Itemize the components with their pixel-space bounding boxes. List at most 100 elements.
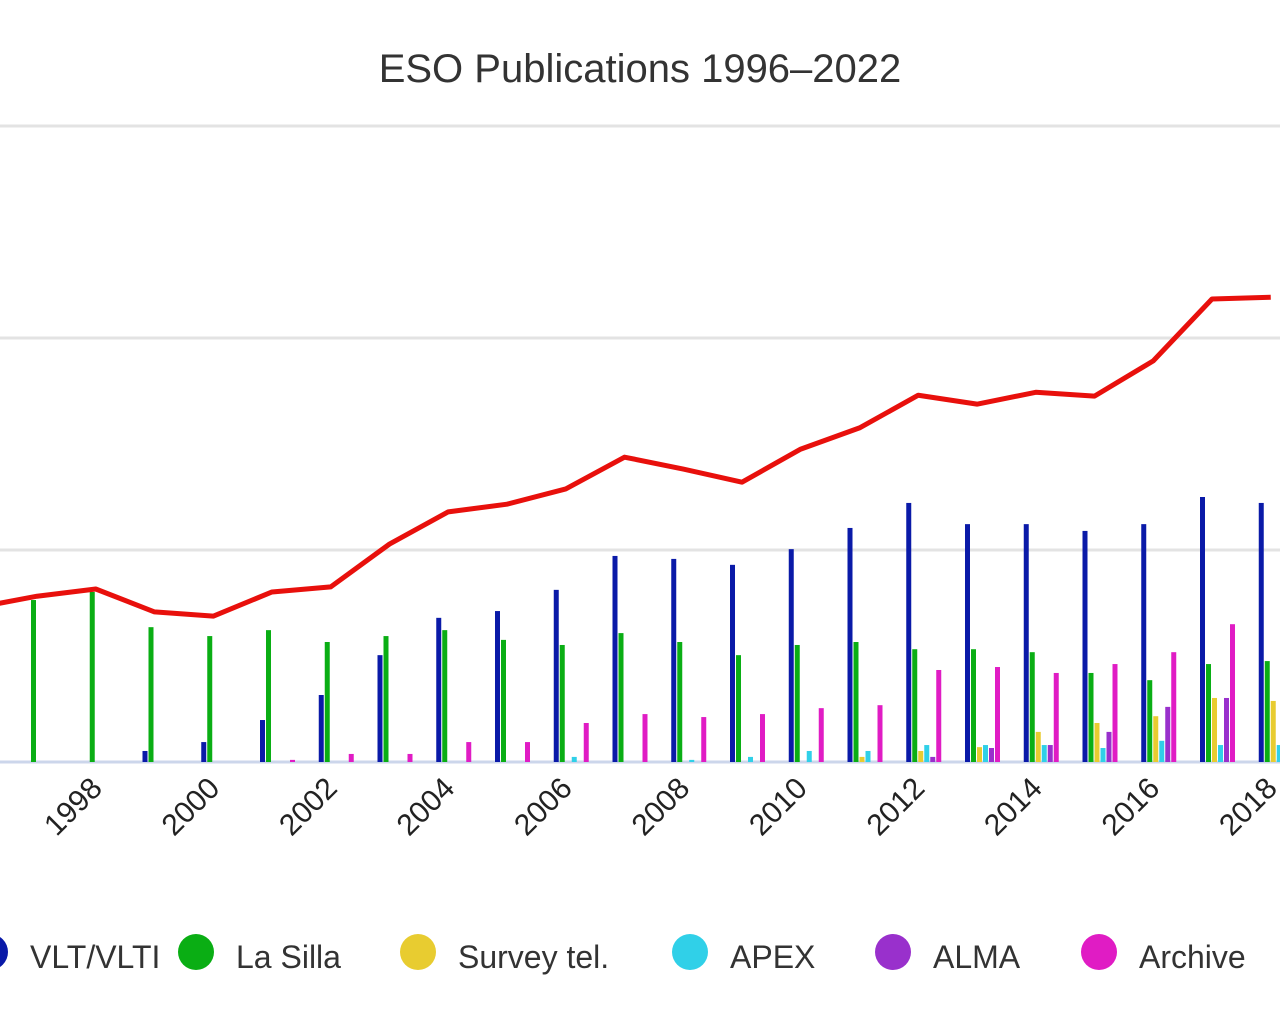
bar-alma-2012[interactable]	[930, 756, 936, 762]
bar-vlt-vlti-2009[interactable]	[730, 564, 735, 762]
bar-archive-2014[interactable]	[1053, 672, 1059, 762]
bar-archive-2016[interactable]	[1171, 652, 1177, 762]
bar-alma-2014[interactable]	[1047, 745, 1053, 762]
bar-la-silla-2007[interactable]	[618, 633, 624, 762]
bar-la-silla-2005[interactable]	[501, 639, 506, 762]
bar-la-silla-2003[interactable]	[383, 636, 389, 762]
bar-la-silla-2000[interactable]	[207, 636, 213, 762]
bar-la-silla-1998[interactable]	[89, 591, 95, 762]
x-tick-label: 2016	[1096, 772, 1167, 843]
bar-archive-2015[interactable]	[1112, 664, 1118, 762]
bar-archive-2006[interactable]	[583, 722, 589, 762]
bar-archive-2003[interactable]	[407, 753, 413, 762]
bar-survey-tel--2014[interactable]	[1035, 731, 1041, 762]
legend-item-la-silla[interactable]: La Silla	[178, 934, 341, 975]
bar-apex-2010[interactable]	[806, 750, 812, 762]
bar-apex-2009[interactable]	[748, 756, 753, 762]
bar-la-silla-2018[interactable]	[1264, 661, 1270, 762]
x-tick-label: 2008	[626, 772, 697, 843]
bar-survey-tel--2016[interactable]	[1153, 716, 1159, 762]
bar-vlt-vlti-2010[interactable]	[788, 549, 794, 762]
bar-vlt-vlti-2014[interactable]	[1023, 524, 1029, 762]
bar-la-silla-2009[interactable]	[736, 655, 741, 762]
legend-marker	[0, 937, 8, 967]
bar-la-silla-2017[interactable]	[1206, 664, 1211, 762]
x-tick-label: 2012	[861, 772, 932, 843]
bar-survey-tel--2013[interactable]	[977, 747, 982, 762]
bar-apex-2015[interactable]	[1100, 748, 1106, 762]
bar-archive-2009[interactable]	[760, 714, 765, 762]
bar-la-silla-2013[interactable]	[971, 649, 976, 762]
bar-archive-2008[interactable]	[701, 717, 707, 762]
bar-vlt-vlti-2013[interactable]	[965, 524, 970, 762]
bar-vlt-vlti-2017[interactable]	[1200, 497, 1205, 762]
bar-la-silla-2008[interactable]	[677, 642, 683, 762]
bar-apex-2017[interactable]	[1218, 745, 1223, 762]
bar-survey-tel--2012[interactable]	[918, 750, 924, 762]
legend-item-survey-tel-[interactable]: Survey tel.	[400, 934, 609, 975]
bar-apex-2018[interactable]	[1276, 745, 1280, 762]
bar-alma-2015[interactable]	[1106, 731, 1112, 762]
legend-item-alma[interactable]: ALMA	[875, 934, 1021, 975]
bar-la-silla-2002[interactable]	[324, 642, 330, 762]
legend-marker	[1081, 934, 1117, 970]
legend-item-archive[interactable]: Archive	[1081, 934, 1246, 975]
bar-apex-2013[interactable]	[983, 745, 988, 762]
bar-vlt-vlti-2005[interactable]	[495, 611, 500, 762]
bar-archive-2012[interactable]	[936, 669, 942, 762]
bar-la-silla-2001[interactable]	[266, 630, 271, 762]
bar-vlt-vlti-2015[interactable]	[1082, 530, 1088, 762]
bar-survey-tel--2018[interactable]	[1270, 700, 1276, 762]
bar-apex-2014[interactable]	[1041, 745, 1047, 762]
bar-archive-2017[interactable]	[1230, 624, 1235, 762]
bar-archive-2004[interactable]	[466, 742, 472, 762]
bar-alma-2017[interactable]	[1224, 697, 1229, 762]
bar-vlt-vlti-2004[interactable]	[436, 617, 442, 762]
bar-vlt-vlti-2012[interactable]	[906, 502, 912, 762]
bar-la-silla-2004[interactable]	[442, 630, 448, 762]
bar-la-silla-2010[interactable]	[794, 644, 800, 762]
legend-marker	[875, 934, 911, 970]
bar-vlt-vlti-2001[interactable]	[260, 720, 265, 762]
bar-archive-2013[interactable]	[995, 667, 1000, 762]
bar-vlt-vlti-2018[interactable]	[1258, 502, 1264, 762]
bar-apex-2016[interactable]	[1159, 740, 1165, 762]
bar-survey-tel--2011[interactable]	[859, 756, 865, 762]
bar-la-silla-2016[interactable]	[1147, 680, 1153, 762]
bar-apex-2011[interactable]	[865, 750, 871, 762]
bar-vlt-vlti-2003[interactable]	[377, 655, 383, 762]
bar-la-silla-2012[interactable]	[912, 649, 918, 762]
bar-vlt-vlti-2002[interactable]	[318, 695, 324, 762]
bar-survey-tel--2017[interactable]	[1212, 697, 1217, 762]
bar-la-silla-1997[interactable]	[31, 600, 36, 762]
legend-label: ALMA	[933, 939, 1021, 975]
bar-la-silla-2014[interactable]	[1029, 652, 1035, 762]
total-line[interactable]	[0, 294, 1271, 619]
bar-vlt-vlti-1999[interactable]	[142, 750, 148, 762]
bar-apex-2008[interactable]	[689, 759, 695, 762]
bar-archive-2002[interactable]	[348, 753, 354, 762]
bar-survey-tel--2015[interactable]	[1094, 722, 1100, 762]
legend-label: VLT/VLTI	[30, 939, 160, 975]
bar-archive-2010[interactable]	[818, 708, 824, 762]
bar-vlt-vlti-2016[interactable]	[1141, 524, 1147, 762]
bar-alma-2016[interactable]	[1165, 706, 1171, 762]
bar-archive-2007[interactable]	[642, 714, 648, 762]
bar-archive-2001[interactable]	[290, 759, 295, 762]
bar-vlt-vlti-2000[interactable]	[201, 742, 207, 762]
bar-la-silla-2015[interactable]	[1088, 672, 1094, 762]
legend-item-apex[interactable]: APEX	[672, 934, 815, 975]
bar-la-silla-2011[interactable]	[853, 642, 859, 762]
bar-la-silla-2006[interactable]	[559, 644, 565, 762]
bar-alma-2013[interactable]	[989, 748, 994, 762]
bar-vlt-vlti-2008[interactable]	[671, 558, 677, 762]
bar-apex-2006[interactable]	[571, 756, 577, 762]
legend-item-vlt-vlti[interactable]: VLT/VLTI	[0, 934, 160, 975]
bar-vlt-vlti-2011[interactable]	[847, 527, 853, 762]
bar-la-silla-1999[interactable]	[148, 627, 154, 762]
bar-vlt-vlti-2006[interactable]	[553, 589, 559, 762]
bar-archive-2005[interactable]	[525, 742, 530, 762]
bar-archive-2011[interactable]	[877, 705, 883, 762]
bar-apex-2012[interactable]	[924, 745, 930, 762]
bar-vlt-vlti-2007[interactable]	[612, 555, 618, 762]
